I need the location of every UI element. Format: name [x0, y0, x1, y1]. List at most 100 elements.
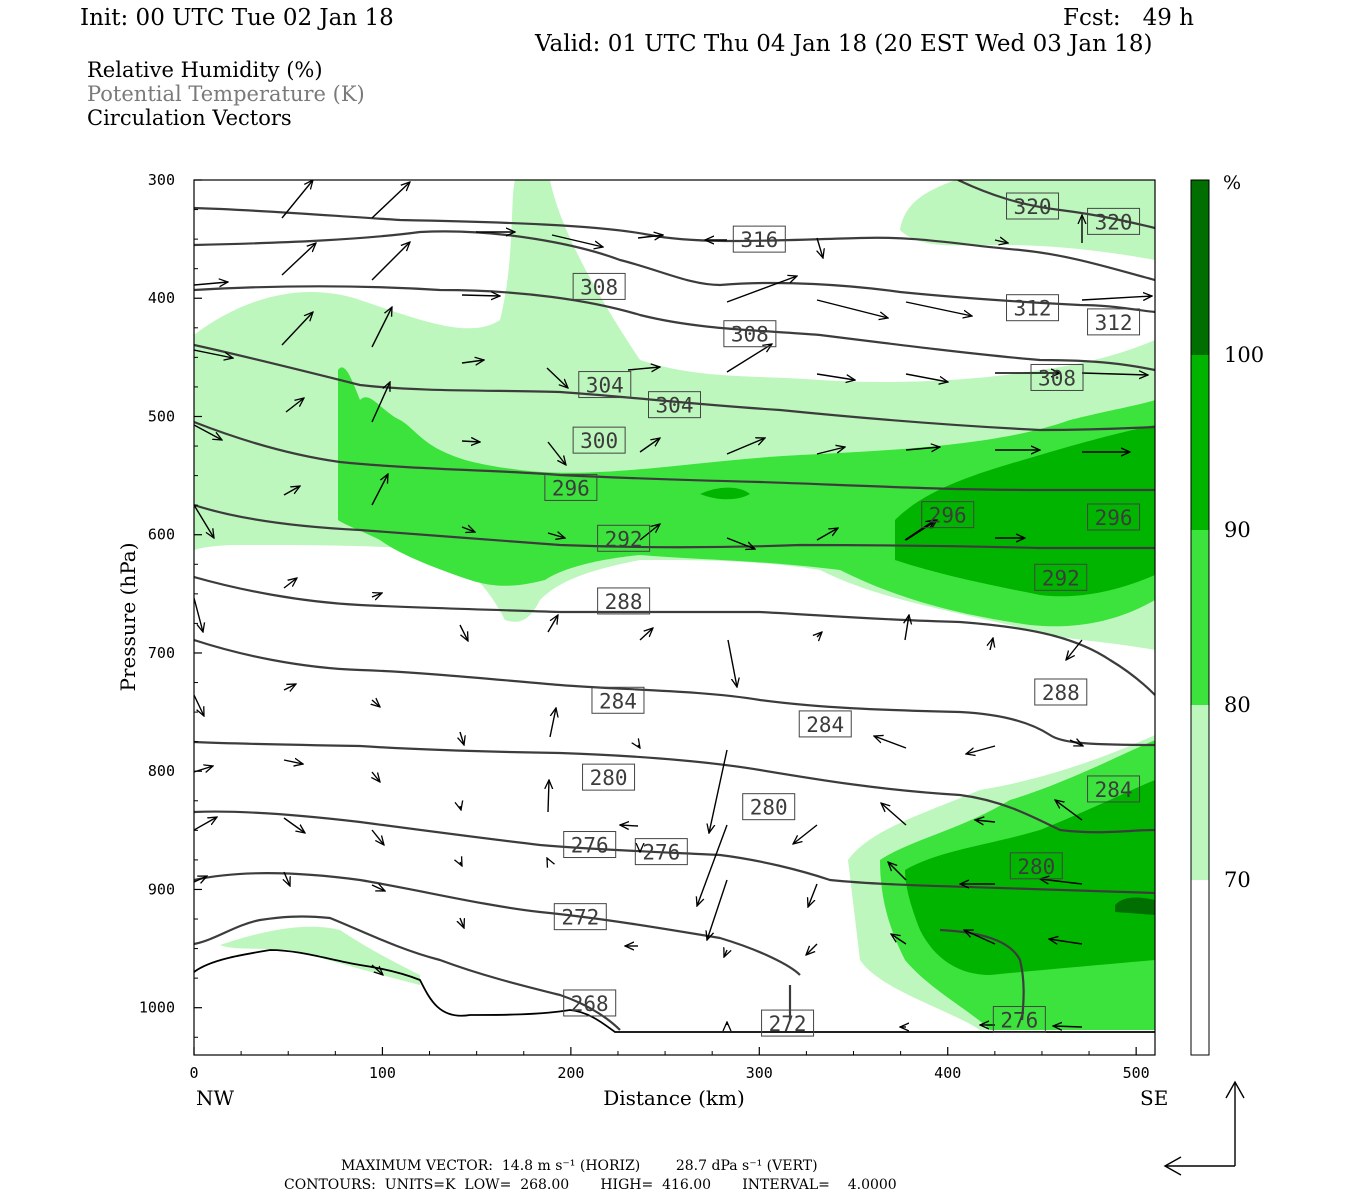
- forecast-hour: Fcst: 49 h: [1063, 5, 1194, 31]
- vector: [371, 307, 392, 348]
- colorbar-unit: %: [1223, 172, 1241, 194]
- vector: [697, 824, 728, 906]
- vector: [371, 182, 410, 219]
- vector: [1069, 740, 1083, 746]
- isentrope-288: [194, 740, 1155, 834]
- contour-label-box: [1087, 503, 1141, 531]
- vector: [964, 930, 996, 945]
- contour-label-box: [563, 831, 617, 859]
- isentropes: [194, 180, 1155, 1033]
- contour-label-text: 308: [731, 323, 769, 347]
- contour-label-text: 312: [1095, 311, 1133, 335]
- y-tick-label: 1000: [139, 999, 175, 1017]
- x-tick-label: 300: [746, 1064, 773, 1082]
- vector: [1049, 939, 1083, 944]
- vector: [816, 373, 855, 380]
- vector: [547, 615, 558, 633]
- rh-90-band-mid: [700, 487, 750, 500]
- colorbar-bin-below: [1191, 880, 1209, 1055]
- isentrope-292: [194, 638, 1155, 747]
- contour-label: 296: [544, 473, 598, 501]
- contour-label-text: 276: [642, 841, 680, 865]
- contour-label-text: 292: [1042, 566, 1080, 590]
- vector: [627, 367, 660, 370]
- contour-label-text: 320: [1014, 195, 1052, 219]
- rh-shading: [194, 180, 1155, 1030]
- contour-label: 280: [1009, 852, 1063, 880]
- contour-label: 280: [742, 793, 796, 821]
- isentrope-320: [957, 180, 1155, 230]
- contour-label-text: 292: [605, 527, 643, 551]
- contour-label: 276: [563, 831, 617, 859]
- vector: [816, 447, 845, 455]
- colorbar-bin-80: [1191, 530, 1209, 705]
- legend-rh: Relative Humidity (%): [87, 58, 323, 82]
- contour-label-text: 316: [740, 228, 778, 252]
- vector: [806, 943, 818, 955]
- plot-frame: [193, 179, 1156, 1056]
- contour-label-text: 304: [656, 394, 694, 418]
- vector: [194, 504, 214, 538]
- vector: [546, 367, 568, 388]
- contour-label-box: [648, 391, 701, 419]
- vector: [726, 276, 797, 303]
- contour-label-text: 280: [750, 796, 788, 820]
- vector: [808, 883, 818, 907]
- vector: [990, 638, 993, 651]
- vector: [707, 879, 728, 940]
- vector: [891, 934, 907, 945]
- y-tick-label: 900: [148, 880, 175, 898]
- vector: [975, 820, 996, 822]
- contour-label: 316: [732, 225, 786, 253]
- vector: [1066, 639, 1083, 660]
- contour-label-text: 284: [1095, 778, 1133, 802]
- x-tick-label: 0: [189, 1064, 198, 1082]
- vector: [817, 237, 823, 258]
- x-endpoint-se: SE: [1140, 1086, 1168, 1110]
- vector: [549, 708, 556, 738]
- contour-label: 304: [578, 371, 632, 399]
- vector: [817, 632, 822, 637]
- contour-label: 304: [648, 391, 701, 419]
- contour-label: 288: [597, 587, 651, 615]
- contour-label: 292: [597, 524, 651, 552]
- contour-label-text: 296: [929, 504, 967, 528]
- contour-label: 320: [1087, 207, 1141, 235]
- y-tick-label: 300: [148, 171, 175, 189]
- vector: [371, 474, 388, 506]
- x-axis-label: Distance (km): [603, 1086, 745, 1110]
- footer-contours: CONTOURS: UNITS=K LOW= 268.00 HIGH= 416.…: [284, 1177, 897, 1193]
- vector: [816, 528, 838, 541]
- contour-label-box: [634, 838, 688, 866]
- vector: [194, 876, 207, 882]
- contour-label: 284: [798, 710, 852, 738]
- colorbar-label-90: 90: [1224, 518, 1251, 542]
- x-tick-label: 100: [369, 1064, 396, 1082]
- vector: [372, 700, 380, 707]
- colorbar-label-70: 70: [1224, 868, 1251, 892]
- contour-label: 280: [582, 763, 636, 791]
- vector: [371, 382, 390, 423]
- vector: [285, 398, 304, 413]
- vector: [283, 760, 303, 764]
- vector: [904, 520, 935, 541]
- reference-vertical-arrowhead: [1225, 1080, 1245, 1099]
- vector: [637, 235, 663, 238]
- vector: [881, 803, 907, 826]
- vector: [905, 301, 972, 316]
- contour-label: 284: [1087, 775, 1141, 803]
- vector: [460, 917, 464, 928]
- contour-label-text: 288: [1042, 681, 1080, 705]
- contour-label-text: 276: [1000, 1009, 1038, 1033]
- vector: [726, 438, 765, 455]
- vector: [371, 593, 382, 597]
- isentrope-terrain: [194, 949, 1155, 1033]
- contour-label-box: [544, 473, 598, 501]
- contour-label: 300: [572, 426, 626, 454]
- isentrope-308: [194, 343, 1155, 432]
- vector: [194, 817, 217, 831]
- vector: [727, 639, 737, 687]
- colorbar-bin-100: [1191, 180, 1209, 355]
- contour-label-text: 300: [580, 429, 618, 453]
